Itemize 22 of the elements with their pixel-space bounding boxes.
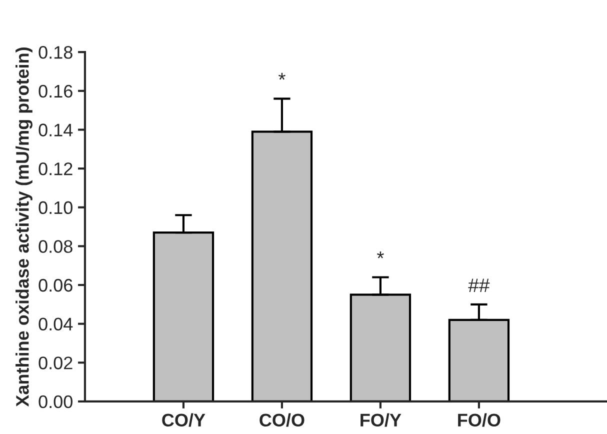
- y-axis-title: Xanthine oxidase activity (mU/mg protein): [16, 48, 32, 407]
- x-tick-label: FO/Y: [360, 413, 402, 427]
- x-tick-label: FO/O: [458, 413, 500, 427]
- bar: [448, 318, 510, 402]
- y-tick-label: 0.02: [38, 356, 72, 370]
- y-tick-label: 0.16: [38, 84, 72, 98]
- annotation: *: [278, 72, 286, 80]
- bar: [350, 294, 412, 402]
- bar: [152, 232, 214, 402]
- y-tick-label: 0.00: [38, 395, 72, 408]
- x-tick-label: CO/Y: [162, 413, 206, 427]
- y-tick-label: 0.04: [38, 318, 73, 331]
- y-tick-label: 0.06: [38, 278, 72, 292]
- bar: [251, 130, 313, 402]
- y-tick-label: 0.08: [38, 240, 72, 253]
- annotation: *: [376, 251, 384, 258]
- y-tick-label: 0.18: [38, 46, 72, 59]
- y-tick-label: 0.14: [38, 124, 73, 136]
- y-tick-label: 0.10: [38, 201, 72, 214]
- y-tick-label: 0.12: [38, 162, 72, 176]
- x-tick-label: CO/O: [260, 413, 304, 427]
- annotation: ##: [468, 278, 490, 292]
